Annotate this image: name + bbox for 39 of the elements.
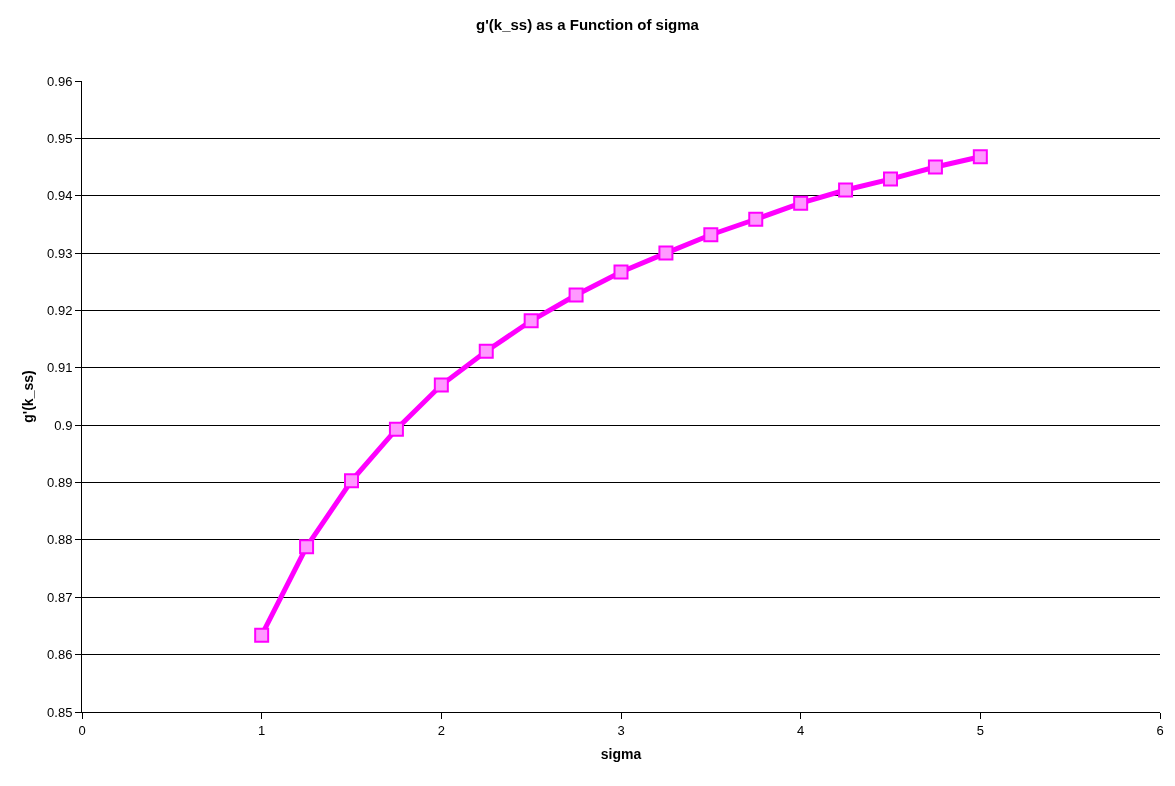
point (568, 287, 584, 303)
x-tick-label: 1 (258, 722, 266, 738)
y-tick-label: 0.88 (47, 532, 73, 548)
point (523, 313, 539, 329)
point (388, 421, 404, 437)
point (793, 195, 809, 211)
y-tick-label: 0.91 (47, 360, 73, 376)
x-tick-label: 6 (1156, 722, 1164, 738)
point (344, 473, 359, 489)
chart-title: g'(k_ss) as a Function of sigma (476, 16, 700, 34)
y-tick-label: 0.94 (47, 188, 73, 204)
point (748, 211, 764, 227)
y-tick-label: 0.87 (47, 589, 73, 605)
point (972, 149, 988, 165)
point (299, 539, 315, 555)
y-tick-label: 0.86 (47, 647, 73, 663)
x-axis-title: sigma (600, 745, 642, 762)
x-tick-label: 4 (797, 722, 805, 738)
y-tick-label: 0.95 (47, 130, 73, 146)
y-tick-label: 0.96 (47, 73, 73, 89)
point (478, 343, 494, 359)
x-tick-label: 5 (976, 722, 984, 738)
point (433, 377, 449, 393)
point (838, 182, 854, 198)
point (658, 245, 674, 261)
y-tick-label: 0.85 (47, 704, 73, 720)
x-tick-label: 0 (78, 722, 86, 738)
point (883, 171, 898, 187)
point (703, 227, 719, 243)
y-tick-label: 0.89 (47, 475, 73, 491)
x-tick-label: 2 (437, 722, 445, 738)
y-tick-label: 0.9 (54, 417, 73, 433)
point (613, 264, 629, 280)
y-tick-label: 0.92 (47, 303, 73, 318)
point (254, 627, 270, 643)
y-axis-title: g'(k_ss) (19, 370, 36, 423)
point (927, 159, 943, 175)
x-tick-label: 3 (617, 722, 625, 738)
y-tick-label: 0.93 (47, 245, 73, 261)
